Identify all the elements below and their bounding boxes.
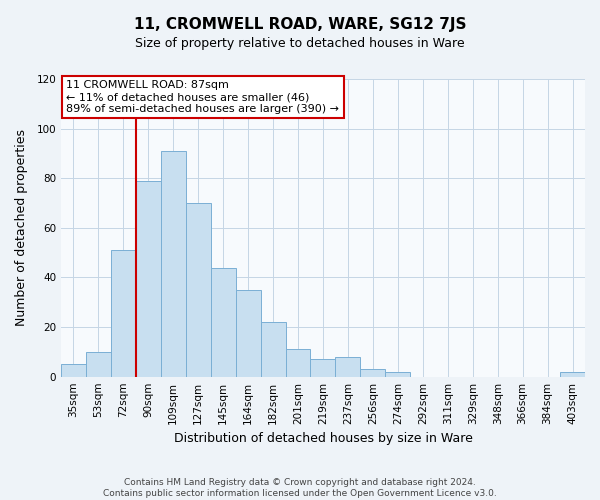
Bar (136, 180, 161, 376)
Bar (286, 350, 310, 376)
Bar (86, 352, 111, 376)
Bar (385, 372, 410, 376)
Text: Size of property relative to detached houses in Ware: Size of property relative to detached ho… (135, 38, 465, 51)
Bar (260, 322, 286, 376)
X-axis label: Distribution of detached houses by size in Ware: Distribution of detached houses by size … (173, 432, 472, 445)
Text: Contains HM Land Registry data © Crown copyright and database right 2024.
Contai: Contains HM Land Registry data © Crown c… (103, 478, 497, 498)
Text: 11 CROMWELL ROAD: 87sqm
← 11% of detached houses are smaller (46)
89% of semi-de: 11 CROMWELL ROAD: 87sqm ← 11% of detache… (66, 80, 339, 114)
Text: 11, CROMWELL ROAD, WARE, SG12 7JS: 11, CROMWELL ROAD, WARE, SG12 7JS (134, 18, 466, 32)
Bar (310, 360, 335, 376)
Bar (211, 268, 236, 376)
Bar (186, 203, 211, 376)
Bar (335, 357, 361, 376)
Bar (560, 372, 585, 376)
Bar (161, 151, 186, 376)
Bar (111, 250, 136, 376)
Bar (236, 290, 260, 376)
Bar (361, 369, 385, 376)
Y-axis label: Number of detached properties: Number of detached properties (15, 130, 28, 326)
Bar (61, 364, 86, 376)
